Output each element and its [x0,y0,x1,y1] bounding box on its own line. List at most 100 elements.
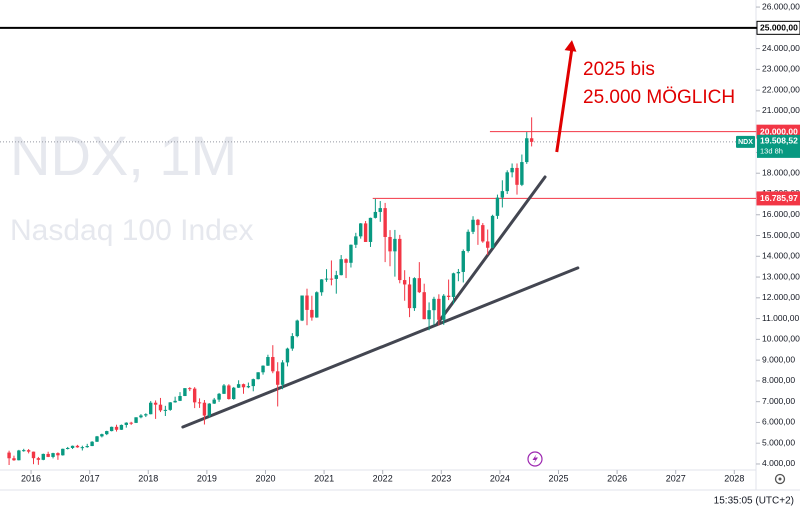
candle-body [236,384,241,388]
settings-icon[interactable] [774,473,786,485]
x-tick-label: 2019 [197,473,217,483]
candle-body [437,298,441,320]
candle-body [192,388,197,403]
candle-body [315,292,319,318]
x-tick-label: 2024 [490,473,510,483]
x-tick-label: 2023 [431,473,451,483]
candle-body [95,436,99,442]
candle-body [222,385,226,394]
candle-body [80,447,85,449]
x-tick-label: 2017 [80,473,100,483]
gear-hub [778,477,782,481]
candle-body [109,426,114,432]
symbol-label: NDX [738,139,753,146]
candle-body [319,279,324,293]
candle-body [129,422,133,424]
level-label: 25.000,00 [760,23,798,33]
candle-body [363,223,368,242]
candle-body [407,284,412,309]
level-label-box [756,20,800,35]
arrow-shaft [555,47,574,153]
y-tick-label: 18.000,00 [762,167,800,177]
candle-body [290,336,295,349]
candle-body [515,167,519,185]
candle-body [178,396,182,401]
candle-body [100,434,104,437]
candle-body [207,403,212,416]
candle-body [217,393,221,400]
candle-body [354,236,358,245]
price-label-box [757,134,800,158]
y-tick-label: 9.000,00 [762,354,795,364]
y-tick-label: 23.000,00 [762,64,800,74]
candle-body [476,219,480,226]
candle-body [490,215,495,248]
x-tick-label: 2016 [21,473,41,483]
candle-body [349,244,353,263]
candle-body [266,357,270,366]
candle-body [339,259,343,276]
candle-body [500,191,505,198]
candle-body [114,426,119,430]
candle-body [305,295,309,310]
watermark-symbol: NDX, 1M [10,124,237,187]
candle-body [158,404,163,411]
candle-body [373,211,378,218]
candle-body [212,399,216,404]
candle-body [359,223,363,237]
candle-body [90,441,94,447]
candle-body [51,453,55,457]
candle-body [41,453,45,460]
candle-body [183,388,187,397]
candle-body [246,386,251,388]
x-tick-label: 2022 [373,473,393,483]
level-label: 16.785,97 [760,193,798,203]
candle-body [446,295,451,297]
y-tick-label: 24.000,00 [762,43,800,53]
y-tick-label: 21.000,00 [762,105,800,115]
arrow-head [564,40,577,52]
level-label-box [756,191,800,206]
price-label: 19.508,52 [760,136,798,146]
candle-body [324,278,329,280]
clock: 15:35:05 (UTC+2) [714,496,794,507]
x-tick-label: 2028 [724,473,744,483]
candle-body [398,238,402,281]
x-tick-label: 2018 [138,473,158,483]
candle-body [300,295,304,321]
x-tick-label: 2021 [314,473,334,483]
candle-body [26,450,31,452]
candle-body [368,217,373,242]
candle-body [412,278,417,309]
candle-body [388,236,392,252]
candle-body [85,446,89,448]
y-tick-label: 26.000,00 [762,1,800,11]
candle-body [383,208,387,237]
candle-body [153,402,158,405]
candle-body [451,273,456,297]
event-icon[interactable] [527,451,543,467]
x-tick-label: 2020 [255,473,275,483]
candle-body [65,447,70,449]
y-tick-label: 22.000,00 [762,84,800,94]
candle-body [427,310,431,320]
candle-body [119,424,124,430]
candle-body [485,241,490,248]
y-tick-label: 6.000,00 [762,417,795,427]
y-tick-label: 7.000,00 [762,396,795,406]
y-tick-label: 10.000,00 [762,334,800,344]
candle-body [334,275,338,279]
y-tick-label: 8.000,00 [762,375,795,385]
candle-body [241,384,246,388]
candle-body [481,225,485,242]
y-tick-label: 15.000,00 [762,230,800,240]
candle-body [17,450,21,461]
y-tick-label: 12.000,00 [762,292,800,302]
candle-body [432,298,436,311]
y-tick-label: 14.000,00 [762,251,800,261]
candle-body [505,172,509,192]
candle-body [422,292,426,320]
candle-body [329,278,334,280]
candle-body [7,452,11,459]
